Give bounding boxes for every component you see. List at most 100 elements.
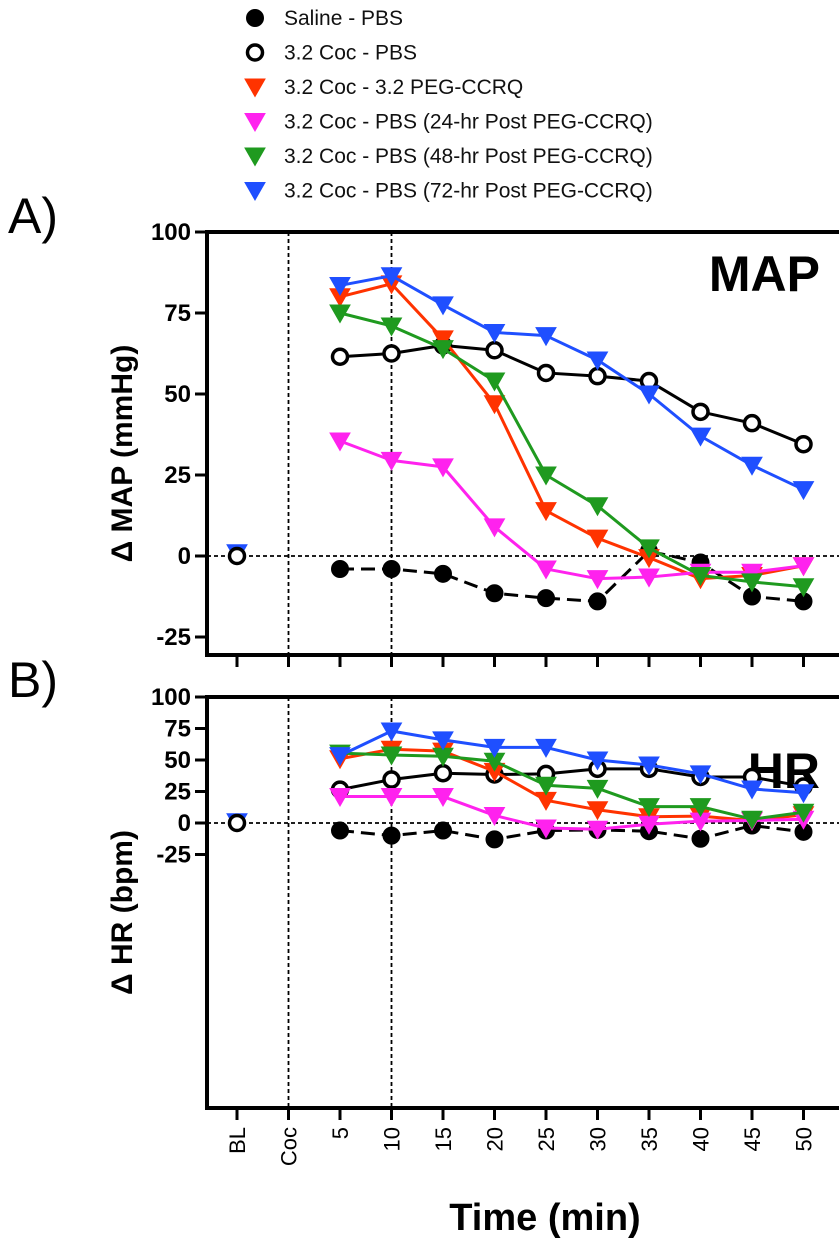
data-point [638, 539, 660, 559]
data-point [432, 731, 454, 751]
x-tick-label-50: 50 [792, 1127, 817, 1151]
series-3-2-coc-pbs [330, 336, 813, 454]
y-axis-title: Δ MAP (mmHg) [106, 345, 139, 563]
data-point [382, 826, 401, 845]
data-point [382, 770, 401, 789]
data-point [792, 578, 815, 598]
data-point [638, 798, 660, 818]
series-line [339, 824, 804, 841]
data-point [329, 432, 351, 452]
data-point [432, 296, 454, 316]
y-tick-label: 50 [164, 747, 191, 774]
data-point [535, 327, 557, 347]
data-point [537, 589, 555, 608]
y-tick-label: 50 [164, 381, 191, 408]
legend-item-3-2-coc-pbs-24-hr-post-peg-ccrq: 3.2 Coc - PBS (24-hr Post PEG-CCRQ) [244, 111, 653, 134]
data-point [382, 344, 401, 363]
data-point [792, 803, 815, 823]
data-point [434, 821, 452, 840]
series-3-2-coc-3-2-peg-ccrq [329, 275, 815, 590]
y-tick-label: -25 [156, 842, 191, 869]
data-point [794, 434, 813, 454]
data-point [432, 340, 454, 360]
data-point [329, 747, 351, 767]
data-point [689, 566, 712, 586]
x-tick-label-40: 40 [689, 1127, 714, 1151]
legend-label: 3.2 Coc - PBS (72-hr Post PEG-CCRQ) [284, 180, 653, 203]
legend-label: 3.2 Coc - PBS [284, 42, 417, 65]
x-tick-label-coc: Coc [277, 1127, 302, 1166]
series-line [339, 274, 805, 491]
data-point [691, 402, 710, 422]
y-tick-label: 0 [178, 543, 191, 570]
data-point [329, 788, 351, 808]
data-point [382, 559, 401, 578]
data-point [485, 584, 504, 603]
data-point [483, 323, 506, 343]
legend: Saline - PBS 3.2 Coc - PBS 3.2 Coc - 3.2 P… [244, 7, 653, 203]
data-point [535, 466, 557, 486]
data-point [380, 317, 403, 337]
y-tick-label: 75 [164, 716, 191, 743]
legend-item-3-2-coc-pbs-48-hr-post-peg-ccrq: 3.2 Coc - PBS (48-hr Post PEG-CCRQ) [244, 145, 653, 168]
series-line [339, 747, 804, 822]
legend-label: 3.2 Coc - PBS (24-hr Post PEG-CCRQ) [284, 111, 653, 134]
y-tick-label: 75 [164, 300, 191, 327]
data-point [535, 819, 557, 839]
x-tick-label-bl: BL [225, 1127, 250, 1154]
data-point [741, 573, 763, 593]
series-line [339, 343, 805, 446]
series-3-2-coc-pbs-72-hr-post-peg-ccrq [329, 722, 815, 804]
data-point [380, 267, 403, 287]
data-point [689, 427, 712, 447]
legend-marker-3-2-coc-3-2-peg-ccrq [244, 78, 266, 98]
x-axis-title: Time (min) [449, 1197, 640, 1239]
data-point [741, 810, 763, 830]
data-point [638, 385, 660, 405]
data-point [380, 746, 403, 766]
data-point [792, 557, 815, 577]
data-point [331, 559, 349, 578]
x-tick-label-15: 15 [431, 1127, 456, 1151]
series-line [339, 729, 804, 795]
x-tick-label-30: 30 [586, 1127, 611, 1151]
data-point [638, 756, 660, 776]
data-point [483, 518, 506, 538]
panel-letter: B) [8, 652, 58, 708]
series-line [339, 311, 804, 589]
baseline-marker-open-circle [227, 813, 247, 833]
legend-marker-saline-pbs [246, 9, 264, 27]
data-point [433, 763, 453, 783]
data-point [536, 363, 556, 383]
data-point [380, 722, 403, 742]
series-3-2-coc-pbs-24-hr-post-peg-ccrq [329, 432, 815, 590]
data-point [689, 765, 712, 785]
legend-item-3-2-coc-3-2-peg-ccrq: 3.2 Coc - 3.2 PEG-CCRQ [244, 76, 523, 99]
y-axis-title: Δ HR (bpm) [106, 830, 139, 995]
data-point [586, 529, 609, 549]
x-tick-label-35: 35 [637, 1127, 662, 1151]
data-point [380, 788, 403, 808]
data-point [741, 780, 763, 800]
data-point [329, 304, 351, 324]
data-point [586, 801, 609, 821]
series-line [340, 795, 804, 831]
y-tick-label: 100 [151, 684, 191, 711]
series-line [339, 767, 804, 792]
data-point [742, 413, 762, 433]
series-line [339, 282, 804, 581]
data-point [483, 395, 506, 415]
data-point [689, 798, 712, 818]
data-point [483, 738, 506, 758]
data-point [586, 497, 609, 517]
legend-item-3-2-coc-pbs: 3.2 Coc - PBS [245, 42, 417, 65]
legend-item-saline-pbs: Saline - PBS [246, 7, 403, 30]
data-point [483, 806, 506, 826]
series-3-2-coc-pbs-48-hr-post-peg-ccrq [329, 304, 815, 598]
data-point [434, 564, 452, 583]
x-tick-label-25: 25 [534, 1127, 559, 1151]
series-3-2-coc-pbs-72-hr-post-peg-ccrq [329, 267, 815, 501]
panel-title: MAP [709, 246, 820, 302]
data-point [432, 788, 454, 808]
